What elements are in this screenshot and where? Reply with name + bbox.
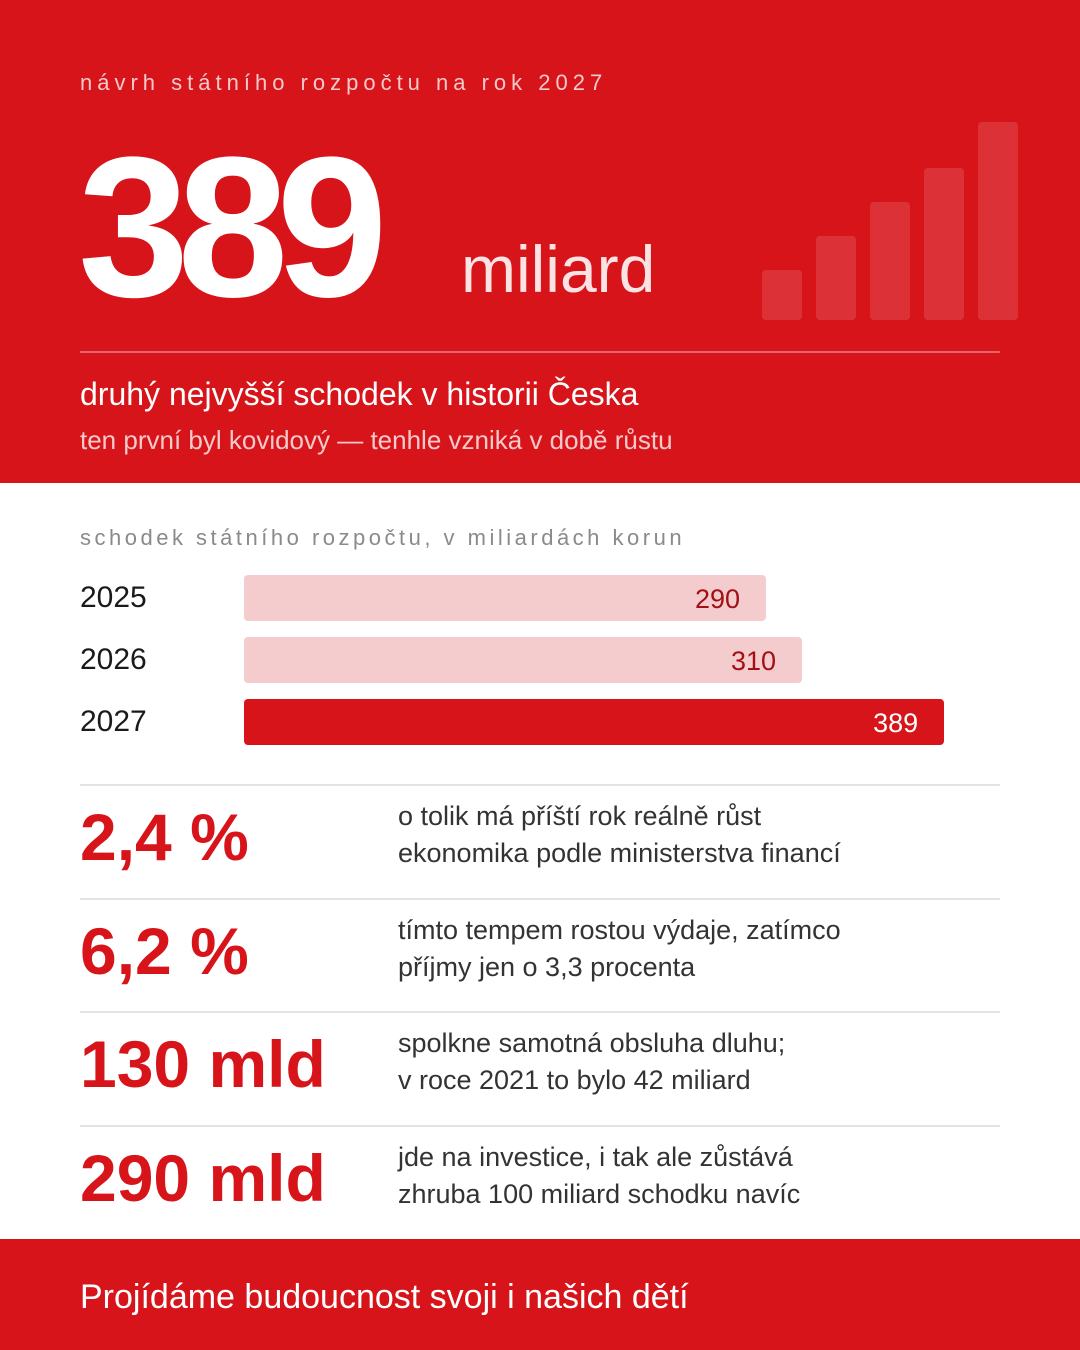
stat-value: 6,2 % xyxy=(80,914,249,988)
stat-description-line: spolkne samotná obsluha dluhu; xyxy=(398,1028,786,1058)
hero-subheadline: ten první byl kovidový — tenhle vzniká v… xyxy=(80,425,673,455)
stat-description: tímto tempem rostou výdaje, zatímco příjm… xyxy=(398,912,958,986)
bar-value-label: 389 xyxy=(873,708,919,738)
stat-description-line: jde na investice, i tak ale zůstává xyxy=(398,1142,793,1172)
bar: 389 xyxy=(244,699,945,745)
bar: 310 xyxy=(244,637,802,683)
stat-description: jde na investice, i tak ale zůstává zhrub… xyxy=(398,1139,958,1213)
bar-value-label: 310 xyxy=(730,646,776,676)
stat-description-line: v roce 2021 to bylo 42 miliard xyxy=(398,1065,751,1095)
bar-row: 2025 290 xyxy=(80,575,1000,621)
bar-row: 2026 310 xyxy=(80,637,1000,683)
footer-text: Projídáme budoucnost svoji i našich dětí xyxy=(80,1278,689,1316)
bar: 290 xyxy=(244,575,766,621)
hero-number: 389 xyxy=(78,116,388,339)
stat-value: 130 mld xyxy=(80,1027,326,1101)
stat-divider xyxy=(80,784,1000,786)
footer-banner: Projídáme budoucnost svoji i našich dětí xyxy=(0,1239,1080,1350)
stat-description-line: ekonomika podle ministerstva financí xyxy=(398,838,841,868)
bar-value-label: 290 xyxy=(694,584,740,614)
stat-description: o tolik má příští rok reálně růst ekonomi… xyxy=(398,798,958,872)
bar-row: 2027 389 xyxy=(80,699,1000,745)
stat-description-line: příjmy jen o 3,3 procenta xyxy=(398,952,696,982)
stat-value: 290 mld xyxy=(80,1141,326,1215)
hero-headline: druhý nejvyšší schodek v historii Česka xyxy=(80,376,639,412)
bar-category-label: 2025 xyxy=(80,581,147,614)
stat-divider xyxy=(80,898,1000,900)
chart-title: schodek státního rozpočtu, v miliardách … xyxy=(80,525,686,550)
bar-category-label: 2027 xyxy=(80,705,147,738)
stat-description-line: zhruba 100 miliard schodku navíc xyxy=(398,1179,801,1209)
rising-bars-icon xyxy=(758,115,1020,320)
stat-description-line: o tolik má příští rok reálně růst xyxy=(398,801,762,831)
stat-value: 2,4 % xyxy=(80,800,249,874)
stat-divider xyxy=(80,1011,1000,1013)
bar-category-label: 2026 xyxy=(80,643,147,676)
stat-divider xyxy=(80,1125,1000,1127)
bar-track: 310 xyxy=(244,637,1000,683)
bar-track: 290 xyxy=(244,575,1000,621)
hero-divider xyxy=(80,351,1000,353)
stat-description-line: tímto tempem rostou výdaje, zatímco xyxy=(398,915,841,945)
stat-description: spolkne samotná obsluha dluhu; v roce 202… xyxy=(398,1025,958,1099)
hero-kicker: návrh státního rozpočtu na rok 2027 xyxy=(80,70,608,95)
hero-unit: miliard xyxy=(461,232,656,306)
bar-track: 389 xyxy=(244,699,1000,745)
hero-panel: návrh státního rozpočtu na rok 2027 389 … xyxy=(0,0,1080,483)
